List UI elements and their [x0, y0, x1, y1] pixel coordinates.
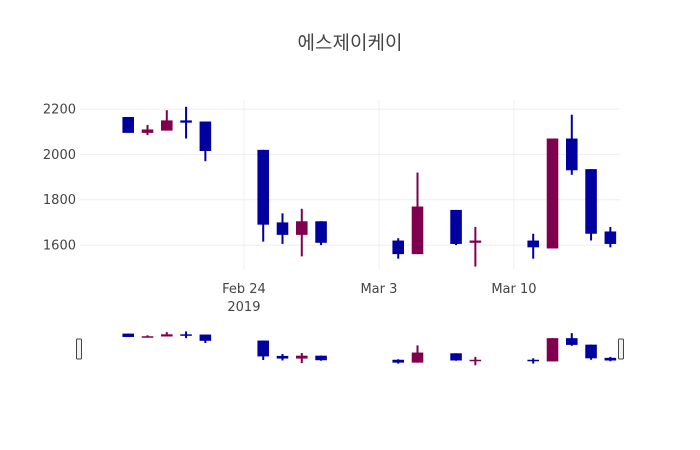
candle-increasing — [469, 226, 482, 267]
candle-decreasing — [566, 114, 578, 175]
candle-body — [450, 209, 462, 244]
candle-body — [199, 121, 212, 151]
range-slider[interactable] — [76, 331, 624, 366]
candle-decreasing — [180, 106, 192, 139]
candle-body — [315, 221, 327, 243]
candle-body — [257, 149, 269, 225]
candle-decreasing — [392, 238, 404, 259]
x-axis-ticks: Feb 24 2019 Mar 3 Mar 10 — [222, 282, 536, 315]
chart-title: 에스제이케이 — [298, 32, 403, 54]
y-tick-label: 2000 — [43, 148, 76, 163]
candle-decreasing — [315, 221, 327, 246]
y-tick-label: 2200 — [43, 103, 76, 118]
slider-candle — [161, 332, 173, 337]
slider-candle-body — [180, 334, 192, 336]
slider-candle-body — [604, 357, 617, 361]
slider-candle — [450, 353, 462, 361]
slider-candle — [604, 356, 617, 362]
candle-decreasing — [450, 209, 462, 246]
y-axis-ticks: 1600 1800 2000 2200 — [43, 103, 76, 254]
candle-decreasing — [257, 149, 269, 242]
candle-body — [122, 117, 134, 133]
slider-candle-body — [296, 355, 308, 359]
candle-decreasing — [604, 226, 617, 248]
slider-candle — [276, 354, 289, 361]
candle-body — [566, 138, 578, 171]
range-slider-right-handle[interactable] — [618, 338, 624, 360]
range-slider-left-handle[interactable] — [76, 338, 82, 360]
candle-body — [392, 240, 404, 255]
x-tick-label: Mar 10 — [491, 282, 536, 297]
candle-body — [527, 240, 539, 248]
candle-body — [546, 138, 559, 249]
slider-candle-body — [469, 359, 482, 362]
candle-body — [585, 169, 597, 234]
candle-decreasing — [276, 213, 289, 244]
slider-candle-body — [141, 336, 154, 338]
y-tick-label: 1800 — [43, 193, 76, 208]
slider-candle-body — [257, 340, 269, 357]
candle-increasing — [141, 124, 154, 136]
x-tick-label: Feb 24 — [222, 282, 266, 297]
candle-decreasing — [199, 121, 212, 162]
slider-candle-body — [546, 338, 559, 362]
candle-decreasing — [527, 233, 539, 259]
slider-candle — [199, 334, 212, 343]
slider-candle — [122, 333, 134, 337]
candle-increasing — [411, 172, 424, 255]
slider-candle-body — [392, 359, 404, 363]
x-tick-year-label: 2019 — [227, 300, 260, 315]
candle-increasing — [546, 138, 559, 249]
slider-candle-body — [199, 334, 212, 341]
slider-candle — [469, 356, 482, 366]
candle-series — [122, 106, 617, 267]
slider-candle-body — [411, 352, 424, 363]
candle-body — [161, 120, 173, 131]
slider-candle-body — [566, 338, 578, 345]
slider-candle — [411, 345, 424, 363]
slider-candle — [527, 358, 539, 364]
x-tick-label: Mar 3 — [360, 282, 397, 297]
candle-increasing — [161, 110, 173, 131]
candle-body — [469, 240, 482, 243]
slider-candle-body — [276, 355, 289, 359]
slider-candle-body — [527, 359, 539, 362]
slider-candle — [546, 338, 559, 362]
slider-candle — [180, 331, 192, 339]
slider-candle-body — [122, 333, 134, 337]
candle-decreasing — [122, 117, 134, 133]
slider-candle — [585, 344, 597, 360]
slider-candle — [141, 335, 154, 338]
candle-body — [604, 231, 617, 244]
candle-body — [411, 206, 424, 255]
y-tick-label: 1600 — [43, 239, 76, 254]
candle-decreasing — [585, 169, 597, 241]
candle-body — [141, 129, 154, 133]
slider-candle — [257, 340, 269, 360]
slider-candle-body — [585, 344, 597, 359]
candle-increasing — [296, 208, 308, 257]
slider-candle — [566, 333, 578, 346]
slider-candle-body — [161, 334, 173, 337]
candle-body — [296, 221, 308, 235]
candle-body — [276, 222, 289, 235]
slider-candle-body — [315, 355, 327, 361]
slider-candle — [296, 353, 308, 364]
slider-candle-body — [450, 353, 462, 361]
candle-body — [180, 120, 192, 123]
slider-candle — [392, 359, 404, 364]
slider-candle — [315, 355, 327, 361]
